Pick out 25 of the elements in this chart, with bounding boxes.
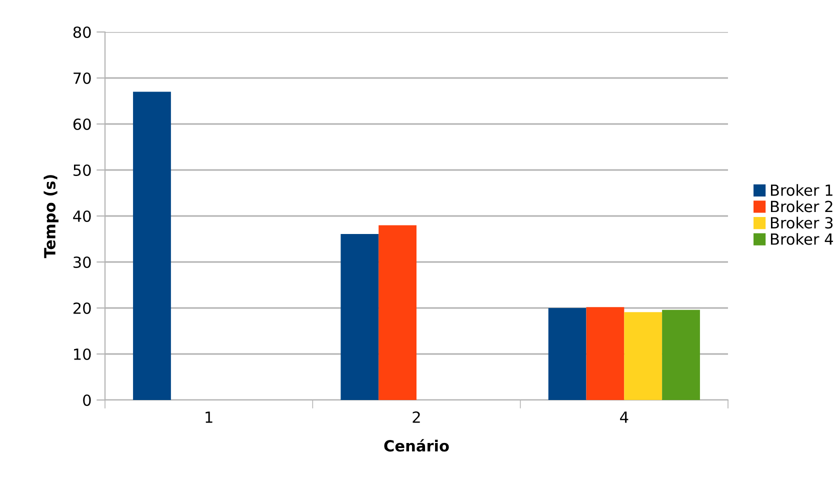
y-tick-label: 60 (73, 118, 91, 130)
y-tick-label: 30 (74, 256, 91, 268)
bar (548, 308, 586, 400)
bar (133, 92, 171, 400)
x-axis-title: Cenário (384, 439, 449, 452)
x-tick-label: 2 (412, 411, 420, 423)
legend-label: Broker 2 (770, 200, 832, 212)
y-tick-label: 10 (74, 348, 91, 360)
x-tick-label: 1 (206, 412, 212, 423)
legend-label: Broker 1 (770, 184, 832, 196)
y-tick-label: 0 (83, 394, 91, 406)
bar (662, 310, 700, 400)
y-tick-label: 40 (73, 210, 91, 222)
x-tick-label: 4 (620, 412, 628, 423)
legend-label: Broker 3 (770, 216, 833, 229)
bar (340, 234, 379, 400)
legend-label: Broker 4 (770, 233, 833, 245)
bar (624, 312, 662, 400)
bar (378, 225, 416, 400)
y-axis-title: Tempo (s) (44, 175, 58, 258)
bar (586, 307, 624, 400)
y-tick-label: 80 (73, 26, 91, 38)
y-tick-label: 50 (74, 164, 91, 176)
y-tick-label: 70 (74, 72, 91, 84)
y-tick-label: 20 (73, 302, 91, 314)
